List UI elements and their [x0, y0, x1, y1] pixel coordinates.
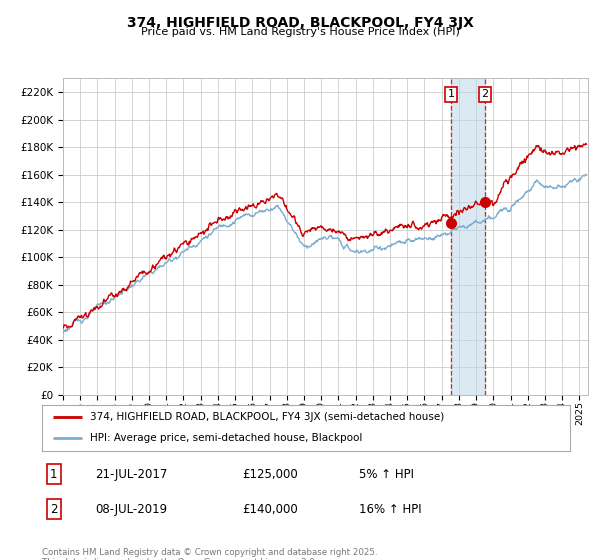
Text: 2: 2 — [50, 503, 58, 516]
Text: 374, HIGHFIELD ROAD, BLACKPOOL, FY4 3JX: 374, HIGHFIELD ROAD, BLACKPOOL, FY4 3JX — [127, 16, 473, 30]
Text: 5% ↑ HPI: 5% ↑ HPI — [359, 468, 414, 480]
Text: 2: 2 — [482, 90, 488, 100]
Text: 1: 1 — [50, 468, 58, 480]
Text: 21-JUL-2017: 21-JUL-2017 — [95, 468, 167, 480]
Text: HPI: Average price, semi-detached house, Blackpool: HPI: Average price, semi-detached house,… — [89, 433, 362, 444]
Text: £125,000: £125,000 — [242, 468, 298, 480]
Text: 374, HIGHFIELD ROAD, BLACKPOOL, FY4 3JX (semi-detached house): 374, HIGHFIELD ROAD, BLACKPOOL, FY4 3JX … — [89, 412, 444, 422]
Text: £140,000: £140,000 — [242, 503, 298, 516]
Text: 1: 1 — [448, 90, 454, 100]
Bar — [451, 78, 485, 395]
Text: 08-JUL-2019: 08-JUL-2019 — [95, 503, 167, 516]
Text: Price paid vs. HM Land Registry's House Price Index (HPI): Price paid vs. HM Land Registry's House … — [140, 27, 460, 37]
Text: Contains HM Land Registry data © Crown copyright and database right 2025.
This d: Contains HM Land Registry data © Crown c… — [42, 548, 377, 560]
Text: 16% ↑ HPI: 16% ↑ HPI — [359, 503, 421, 516]
